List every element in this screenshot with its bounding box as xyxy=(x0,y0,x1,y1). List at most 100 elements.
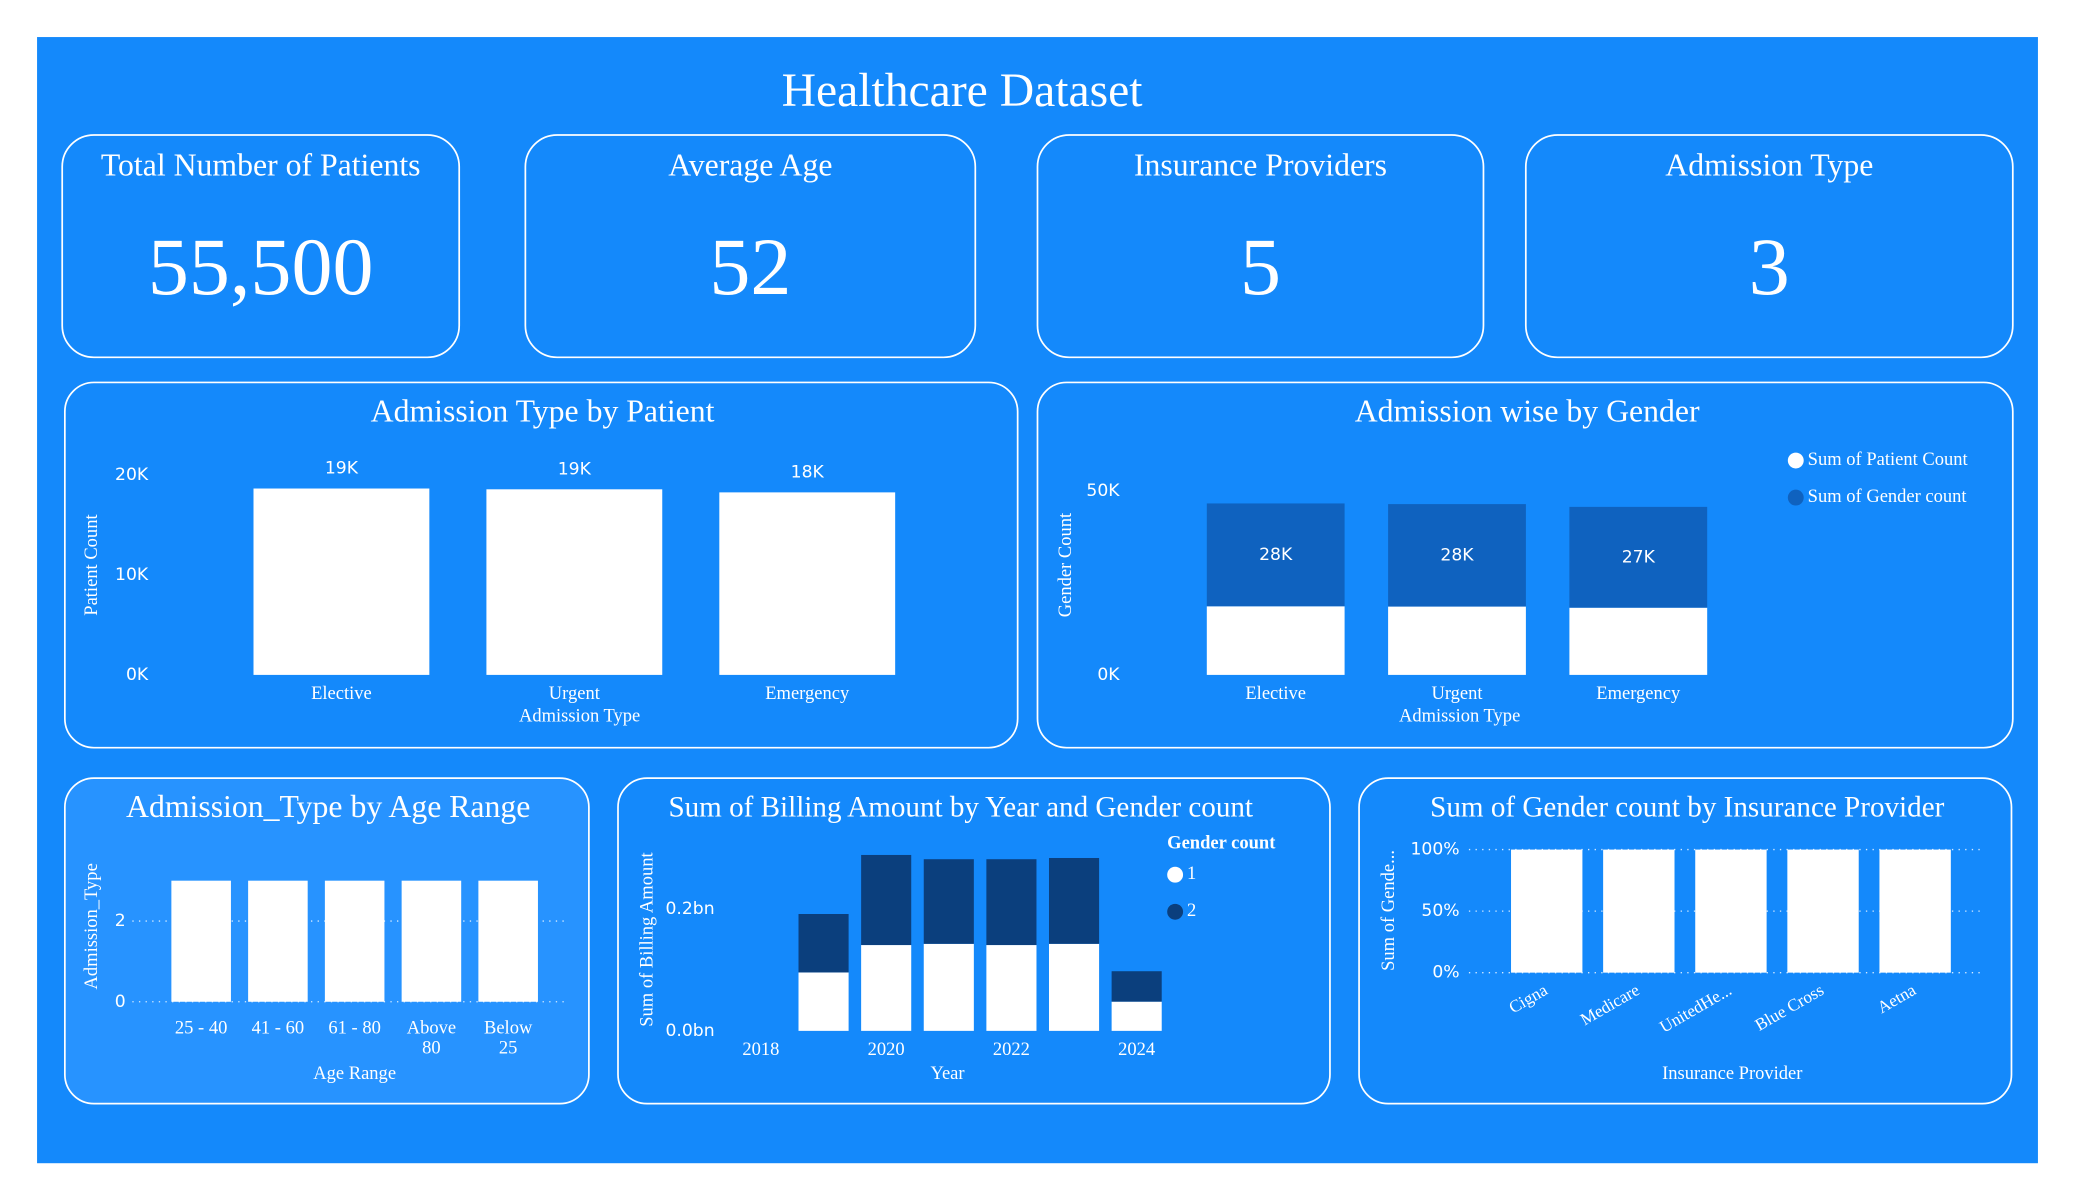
x-tick-label: 2022 xyxy=(993,1039,1030,1060)
bar xyxy=(923,859,974,944)
kpi-card: Insurance Providers 5 xyxy=(1036,134,1485,359)
x-tick-label: 25 - 40 xyxy=(174,1018,228,1039)
panel-frame xyxy=(63,381,1019,749)
card-value: 5 xyxy=(1240,221,1281,312)
kpi-card: Total Number of Patients 55,500 xyxy=(61,134,461,359)
x-tick-label-box: 41 - 60 xyxy=(251,1018,305,1039)
y-axis-title: Admission_Type xyxy=(81,863,102,989)
y-tick-label: 0K xyxy=(126,665,149,685)
bar xyxy=(986,945,1037,1031)
legend-label: 2 xyxy=(1187,900,1196,921)
x-tick-label: 61 - 80 xyxy=(328,1018,381,1039)
bar xyxy=(923,943,974,1031)
card-title: Average Age xyxy=(668,147,832,182)
chart-panel: Admission_Type by Age Range 0 2 25 - 40 41 -… xyxy=(63,777,590,1105)
x-axis-title: Year xyxy=(930,1063,964,1084)
dashboard-title: Healthcare Dataset xyxy=(782,65,1143,117)
bar xyxy=(401,880,462,1002)
x-tick-label: 41 - 60 xyxy=(251,1018,305,1039)
bar xyxy=(798,914,849,973)
bar xyxy=(1569,506,1708,608)
bar xyxy=(253,488,430,675)
kpi-card: Admission Type 3 xyxy=(1524,134,2014,359)
x-tick-label: Elective xyxy=(311,683,372,704)
chart-title: Admission Type by Patient xyxy=(371,393,715,428)
bar xyxy=(1206,503,1345,607)
legend-swatch xyxy=(1787,489,1804,506)
card-value: 55,500 xyxy=(148,221,374,312)
chart-title: Admission_Type by Age Range xyxy=(126,789,530,824)
bar xyxy=(1388,606,1526,675)
y-tick-label: 2 xyxy=(115,911,126,931)
bar xyxy=(861,945,912,1031)
y-axis-title: Sum of Billing Amount xyxy=(637,852,658,1027)
data-label: 28K xyxy=(1259,545,1293,565)
chart-title: Sum of Gender count by Insurance Provide… xyxy=(1430,792,1944,824)
chart-panel: Sum of Billing Amount by Year and Gender… xyxy=(617,777,1331,1105)
card-title: Insurance Providers xyxy=(1134,147,1387,182)
legend-swatch xyxy=(1787,452,1804,469)
bar xyxy=(1048,943,1100,1031)
bar xyxy=(1787,849,1859,973)
legend-label: 1 xyxy=(1187,863,1196,884)
y-tick-label: 0% xyxy=(1432,963,1459,983)
y-axis-title: Gender Count xyxy=(1055,512,1076,617)
bar xyxy=(1879,849,1951,973)
bar xyxy=(798,972,849,1031)
y-tick-label: 0 xyxy=(115,992,126,1012)
panel-frame xyxy=(617,777,1331,1105)
y-tick-label: 0.0bn xyxy=(665,1021,714,1041)
chart-title: Admission wise by Gender xyxy=(1355,393,1700,428)
x-tick-label: Elective xyxy=(1245,683,1306,704)
bar xyxy=(719,492,896,675)
card-frame xyxy=(1524,134,2014,359)
y-tick-label: 0.2bn xyxy=(665,899,714,919)
chart-panel: Admission Type by Patient 0K 10K 20K Electiv… xyxy=(63,381,1019,749)
x-axis-title: Admission Type xyxy=(1399,705,1520,726)
y-tick-label: 0K xyxy=(1097,665,1120,685)
legend-swatch xyxy=(1167,903,1184,920)
x-tick-label: 2020 xyxy=(868,1039,905,1060)
legend-label: Sum of Patient Count xyxy=(1808,449,1969,470)
y-axis-title: Sum of Gende... xyxy=(1378,850,1399,971)
card-frame xyxy=(1036,134,1485,359)
card-value: 52 xyxy=(709,221,791,312)
chart-title: Sum of Billing Amount by Year and Gender… xyxy=(668,792,1253,824)
x-tick-label: 2018 xyxy=(742,1039,779,1060)
kpi-card: Average Age 52 xyxy=(524,134,977,359)
y-tick-label: 50K xyxy=(1086,481,1120,501)
x-tick-label: Emergency xyxy=(765,683,850,704)
data-label: 28K xyxy=(1440,545,1474,565)
bar xyxy=(1048,857,1100,944)
data-label: 19K xyxy=(558,459,592,479)
card-frame xyxy=(61,134,461,359)
x-tick-label-box: Above 80 xyxy=(407,1019,456,1059)
x-tick-label: Urgent xyxy=(549,683,601,704)
bar xyxy=(986,859,1037,946)
panel-frame xyxy=(1036,381,2014,749)
x-tick-label: 2024 xyxy=(1118,1039,1155,1060)
x-tick-label-box: Below 25 xyxy=(484,1019,532,1059)
x-axis-title: Insurance Provider xyxy=(1662,1063,1802,1084)
y-tick-label: 50% xyxy=(1421,901,1459,921)
bar xyxy=(1206,606,1345,675)
card-value: 3 xyxy=(1749,221,1790,312)
legend-swatch xyxy=(1167,866,1184,883)
bar xyxy=(1603,849,1675,973)
card-title: Admission Type xyxy=(1665,147,1873,182)
bar xyxy=(1695,849,1767,973)
chart-panel: Admission wise by Gender 0K 50K Elective Urg… xyxy=(1036,381,2014,749)
x-axis-title: Age Range xyxy=(313,1063,396,1084)
chart-panel: Sum of Gender count by Insurance Provide… xyxy=(1358,777,2013,1105)
bar xyxy=(171,880,231,1002)
legend-label: Sum of Gender count xyxy=(1808,486,1968,507)
bar xyxy=(861,854,912,946)
bar xyxy=(1111,1001,1162,1031)
bar xyxy=(1569,607,1708,675)
bar xyxy=(248,880,308,1002)
y-tick-label: 20K xyxy=(115,465,149,485)
bar xyxy=(1388,504,1526,607)
x-tick-label: Urgent xyxy=(1431,683,1483,704)
